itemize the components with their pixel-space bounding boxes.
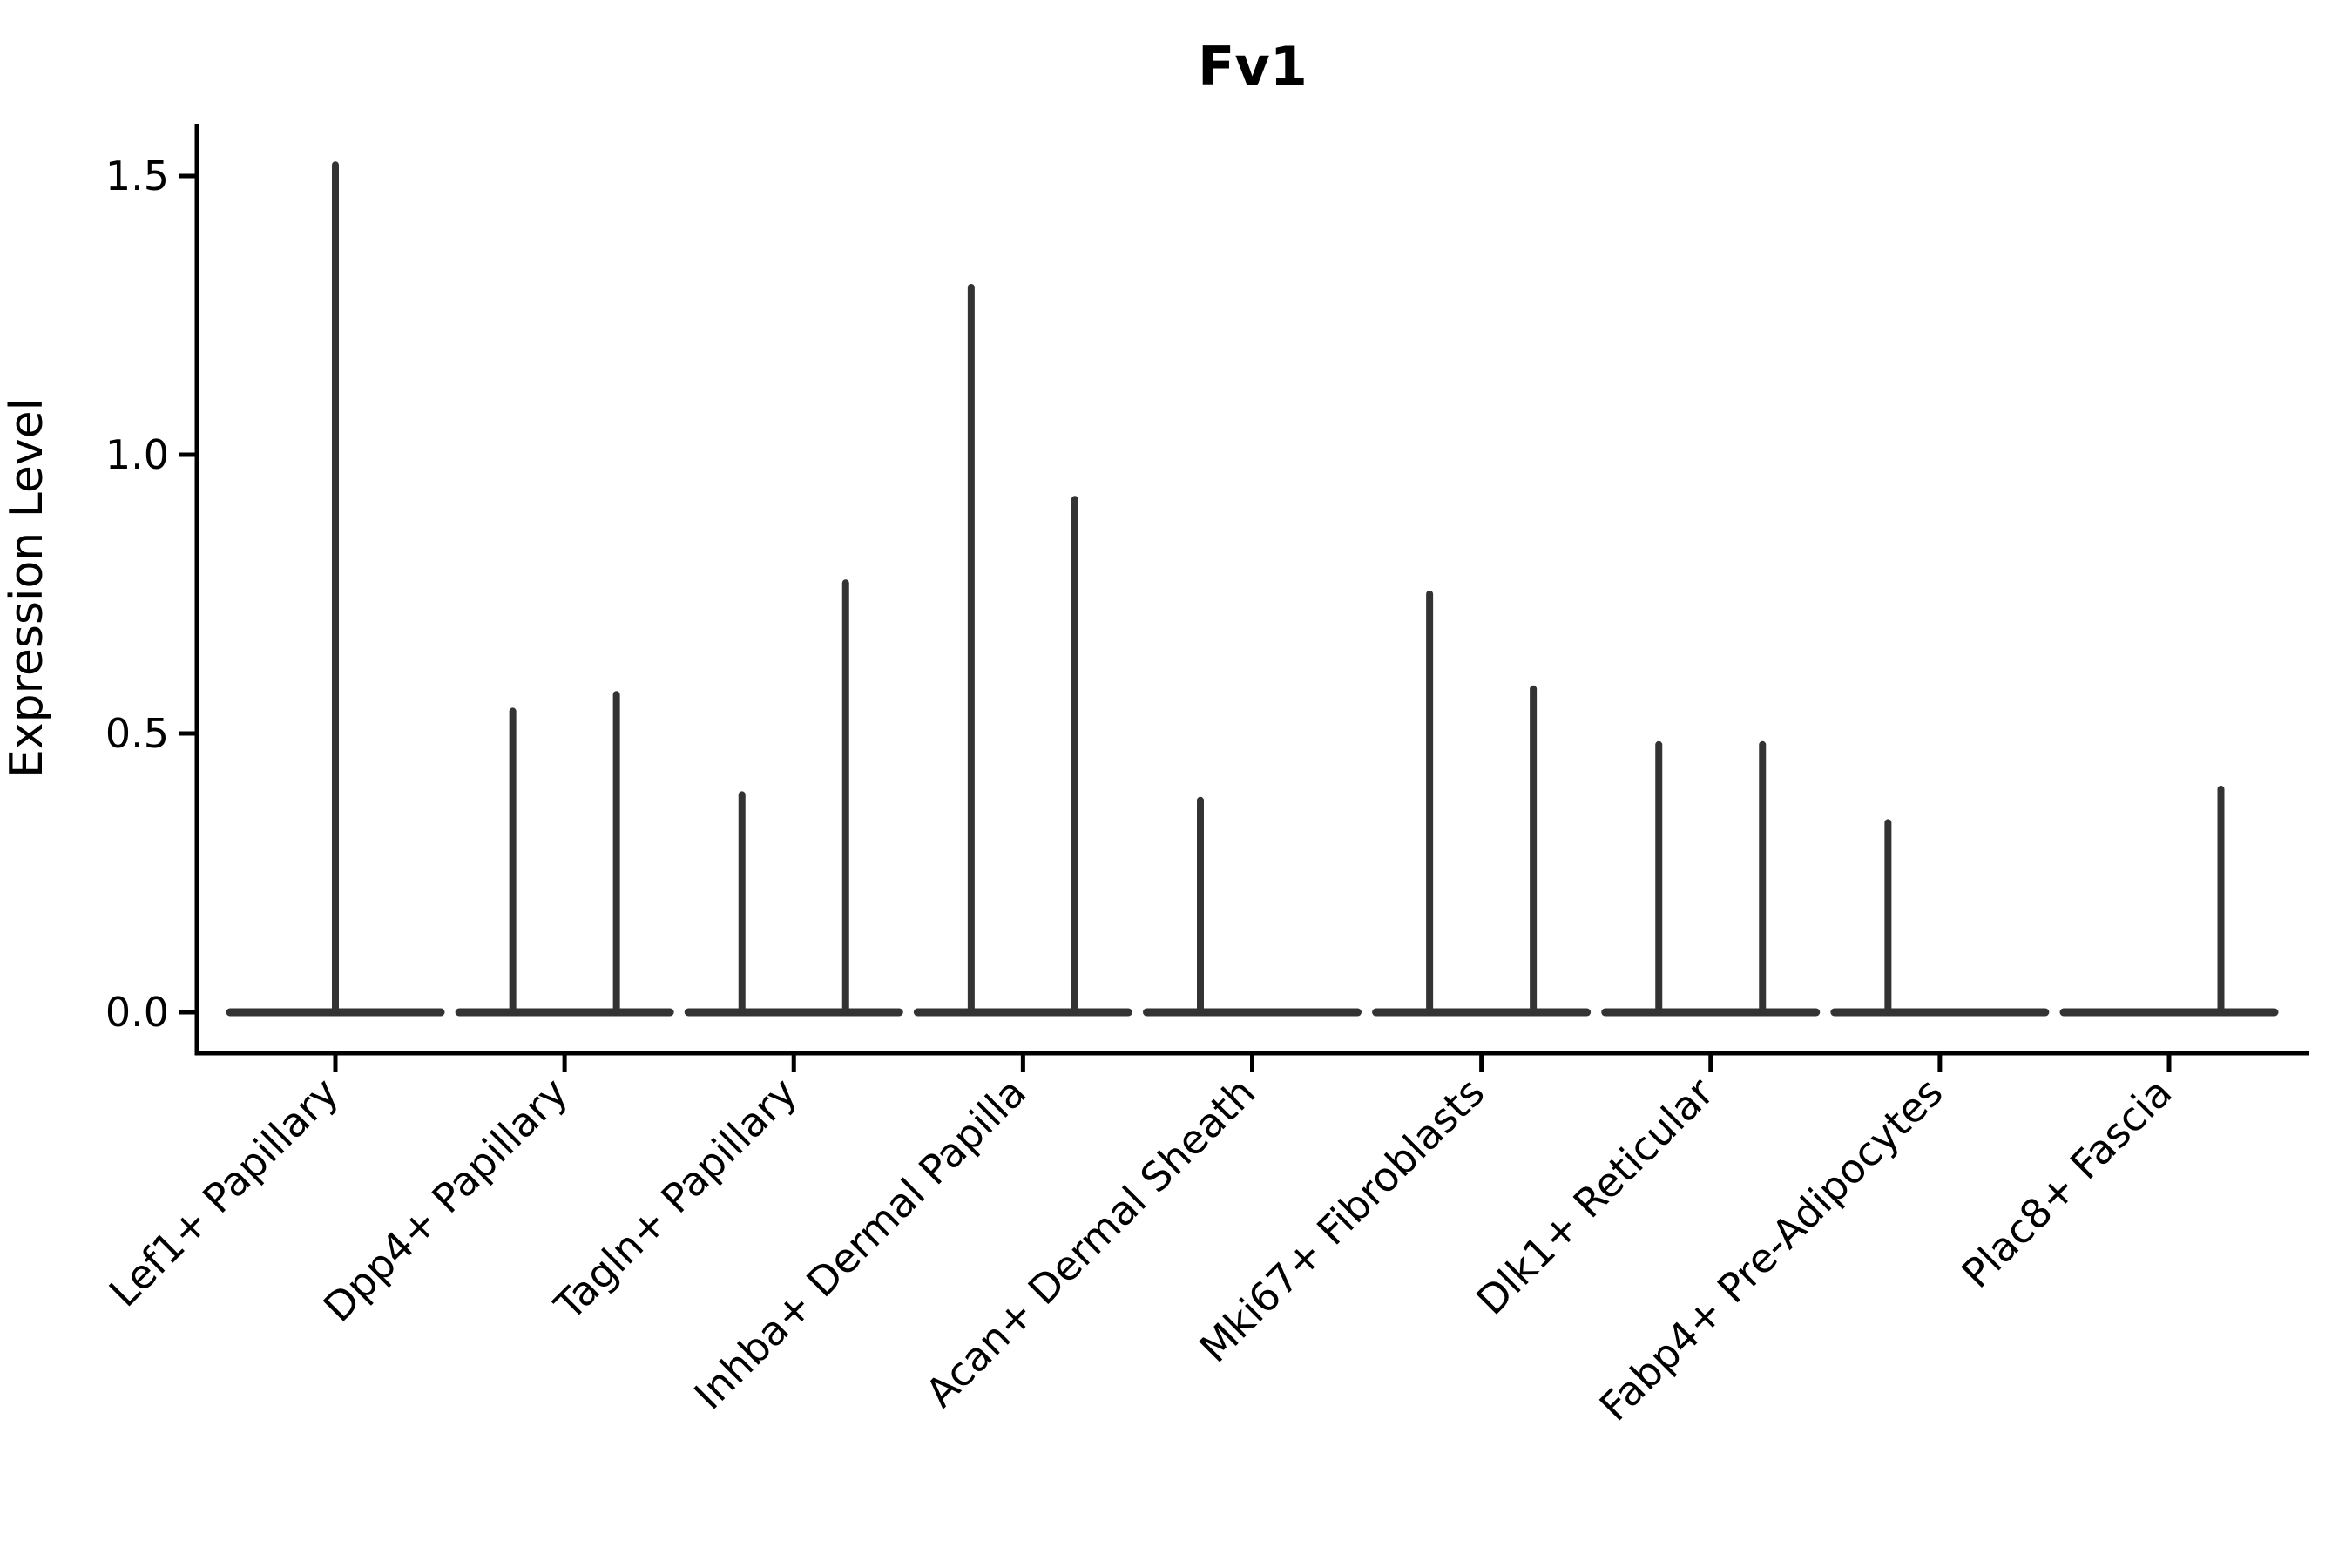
y-axis-label: Expression Level xyxy=(1,398,53,778)
y-tick-label: 0.5 xyxy=(105,710,169,757)
violins-layer xyxy=(226,161,2279,1017)
x-tick-label: Dlk1+ Reticular xyxy=(1467,1069,1722,1324)
x-tick-label: Plac8+ Fascia xyxy=(1952,1069,2180,1297)
x-tick-label: Dpp4+ Papillary xyxy=(314,1069,577,1331)
x-tick-label: Tagln+ Papillary xyxy=(544,1069,806,1330)
chart-title: Fv1 xyxy=(1198,35,1308,98)
y-tick-label: 1.0 xyxy=(105,431,169,478)
y-tick-label: 0.0 xyxy=(105,989,169,1036)
ticks-layer xyxy=(179,173,2172,1072)
y-tick-label: 1.5 xyxy=(105,152,169,199)
x-tick-label: Lef1+ Papillary xyxy=(100,1069,348,1316)
